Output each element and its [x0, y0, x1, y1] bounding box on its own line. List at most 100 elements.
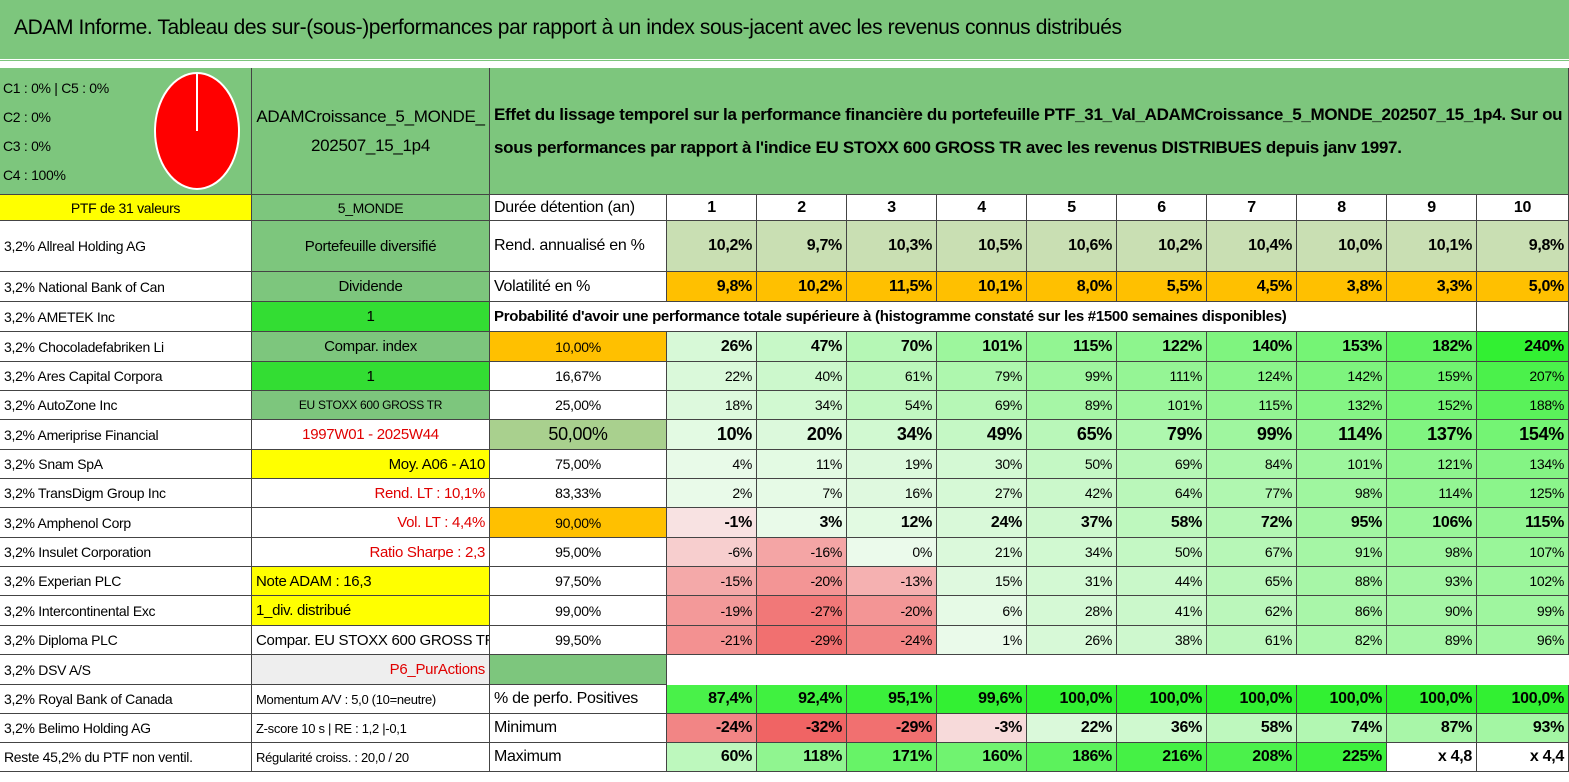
value-cell: 96%	[1477, 626, 1569, 655]
value-cell: 34%	[757, 391, 847, 420]
row-label: % de perfo. Positives	[490, 685, 667, 714]
value-cell: 93%	[1477, 714, 1569, 743]
value-cell: 1%	[937, 626, 1027, 655]
holding: 3,2% Snam SpA	[0, 450, 252, 479]
holding: 3,2% Royal Bank of Canada	[0, 685, 252, 714]
holding: 3,2% AutoZone Inc	[0, 391, 252, 420]
value-cell: 122%	[1117, 332, 1207, 362]
value-cell: 10,2%	[1117, 221, 1207, 272]
value-cell: 11,5%	[847, 272, 937, 302]
holding: 3,2% Belimo Holding AG	[0, 714, 252, 743]
value-cell: 42%	[1027, 479, 1117, 508]
value-cell: 100,0%	[1207, 685, 1297, 714]
row-label: Maximum	[490, 743, 667, 772]
value-cell: 125%	[1477, 479, 1569, 508]
value-cell: 98%	[1387, 538, 1477, 567]
value-cell: -20%	[847, 596, 937, 626]
value-cell: -29%	[757, 626, 847, 655]
side-info: 1_div. distribué	[252, 596, 490, 626]
value-cell: x 4,8	[1387, 743, 1477, 772]
value-cell: 93%	[1387, 567, 1477, 596]
value-cell: 111%	[1117, 362, 1207, 391]
value-cell: 140%	[1207, 332, 1297, 362]
value-cell: 60%	[667, 743, 757, 772]
value-cell: 67%	[1207, 538, 1297, 567]
row-label: Rend. annualisé en %	[490, 221, 667, 272]
value-cell: 11%	[757, 450, 847, 479]
value-cell: 89%	[1387, 626, 1477, 655]
value-cell: 98%	[1297, 479, 1387, 508]
value-cell: 34%	[847, 420, 937, 450]
value-cell: 153%	[1297, 332, 1387, 362]
holding: 3,2% TransDigm Group Inc	[0, 479, 252, 508]
value-cell: 79%	[937, 362, 1027, 391]
value-cell: -15%	[667, 567, 757, 596]
value-cell: -3%	[937, 714, 1027, 743]
row-label: 50,00%	[490, 420, 667, 450]
value-cell: 77%	[1207, 479, 1297, 508]
value-cell: 10,2%	[757, 272, 847, 302]
value-cell: 160%	[937, 743, 1027, 772]
side-info: Z-score 10 s | RE : 1,2 |-0,1	[252, 714, 490, 743]
side-info: Rend. LT : 10,1%	[252, 479, 490, 508]
value-cell: 87,4%	[667, 685, 757, 714]
value-cell: 99%	[1207, 420, 1297, 450]
value-cell: 186%	[1027, 743, 1117, 772]
value-cell: 100,0%	[1297, 685, 1387, 714]
value-cell: 58%	[1117, 508, 1207, 538]
value-cell: 20%	[757, 420, 847, 450]
value-cell: 61%	[847, 362, 937, 391]
value-cell: 134%	[1477, 450, 1569, 479]
value-cell: 3,3%	[1387, 272, 1477, 302]
side-info: Compar. index	[252, 332, 490, 362]
row-label: 25,00%	[490, 391, 667, 420]
side-info: Momentum A/V : 5,0 (10=neutre)	[252, 685, 490, 714]
row-label: 95,00%	[490, 538, 667, 567]
value-cell: 87%	[1387, 714, 1477, 743]
holding: 3,2% Experian PLC	[0, 567, 252, 596]
value-cell: 114%	[1387, 479, 1477, 508]
row-label: 10,00%	[490, 332, 667, 362]
value-cell: 26%	[1027, 626, 1117, 655]
row-label: 99,00%	[490, 596, 667, 626]
value-cell: 8	[1297, 195, 1387, 221]
value-cell: 10,1%	[1387, 221, 1477, 272]
row-label: 99,50%	[490, 626, 667, 655]
value-cell: -16%	[757, 538, 847, 567]
value-cell: 54%	[847, 391, 937, 420]
value-cell: 65%	[1027, 420, 1117, 450]
side-info: Portefeuille diversifié	[252, 221, 490, 272]
side-info: P6_PurActions	[252, 655, 490, 685]
value-cell: 188%	[1477, 391, 1569, 420]
side-info: 1997W01 - 2025W44	[252, 420, 490, 450]
row-label: 83,33%	[490, 479, 667, 508]
value-cell: 100,0%	[1117, 685, 1207, 714]
value-cell: -24%	[667, 714, 757, 743]
summary-line: C3 : 0%	[3, 138, 51, 154]
side-info: Dividende	[252, 272, 490, 302]
value-cell: 240%	[1477, 332, 1569, 362]
value-cell: 124%	[1207, 362, 1297, 391]
value-cell: 9,8%	[667, 272, 757, 302]
holding: 3,2% Insulet Corporation	[0, 538, 252, 567]
value-cell: 7	[1207, 195, 1297, 221]
value-cell: 69%	[937, 391, 1027, 420]
value-cell: 5,0%	[1477, 272, 1569, 302]
side-info: EU STOXX 600 GROSS TR	[252, 391, 490, 420]
value-cell: 8,0%	[1027, 272, 1117, 302]
holding: Reste 45,2% du PTF non ventil.	[0, 743, 252, 772]
holding: 3,2% Allreal Holding AG	[0, 221, 252, 272]
value-cell: 100,0%	[1387, 685, 1477, 714]
value-cell: 12%	[847, 508, 937, 538]
value-cell: 4%	[667, 450, 757, 479]
value-cell: -20%	[757, 567, 847, 596]
value-cell: -24%	[847, 626, 937, 655]
value-cell: 84%	[1207, 450, 1297, 479]
empty-cell	[1477, 302, 1569, 332]
value-cell: 22%	[667, 362, 757, 391]
value-cell: 82%	[1297, 626, 1387, 655]
value-cell: 10%	[667, 420, 757, 450]
holding: PTF de 31 valeurs	[0, 195, 252, 221]
value-cell: 74%	[1297, 714, 1387, 743]
portfolio-name: ADAMCroissance_5_MONDE_202507_15_1p4	[252, 68, 490, 195]
